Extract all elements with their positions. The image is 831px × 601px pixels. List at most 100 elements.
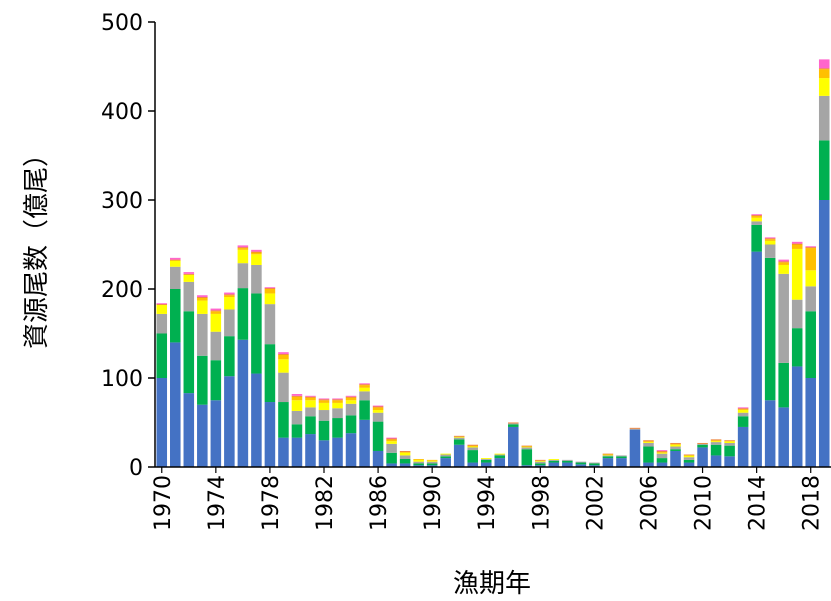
bar-segment	[197, 313, 208, 356]
bar-segment	[670, 450, 681, 467]
bar-segment	[359, 391, 370, 401]
bar-segment	[791, 366, 803, 467]
bar-segment	[467, 450, 478, 463]
bar-segment	[332, 418, 343, 438]
bar-segment	[426, 465, 438, 467]
bar-segment	[656, 450, 668, 451]
bar-segment	[548, 460, 560, 463]
bar-segment	[170, 259, 181, 261]
bar-segment	[791, 328, 803, 367]
bar-segment	[318, 440, 330, 467]
bar-segment	[251, 293, 262, 374]
bar-segment	[643, 462, 654, 467]
bar-segment	[426, 463, 438, 466]
bar-segment	[737, 416, 749, 427]
bar-segment	[264, 304, 276, 345]
bar-segment	[521, 445, 533, 447]
bar-segment	[197, 295, 208, 298]
bar-segment	[237, 339, 249, 467]
bar-segment	[386, 437, 397, 439]
bar-segment	[764, 239, 776, 241]
y-tick-label: 100	[101, 367, 143, 392]
x-tick-label: 2006	[637, 475, 662, 531]
bar-segment	[386, 441, 397, 444]
bar-segment	[183, 281, 195, 312]
bar-segment	[710, 455, 722, 467]
bar-segment	[589, 463, 600, 466]
bar-segment	[818, 68, 830, 70]
bar-segment	[764, 244, 776, 258]
bar-segment	[778, 407, 789, 467]
bar-segment	[237, 245, 249, 248]
bar-segment	[602, 453, 614, 455]
bar-segment	[656, 450, 668, 452]
bar-segment	[724, 445, 735, 457]
bar-segment	[210, 360, 222, 401]
bar-segment	[278, 353, 289, 355]
bar-segment	[359, 385, 370, 388]
bar-segment	[170, 266, 181, 289]
bar-segment	[737, 409, 749, 411]
bar-segment	[399, 450, 411, 452]
bar-segment	[710, 440, 722, 442]
bar-segment	[791, 243, 803, 245]
bar-segment	[805, 247, 816, 249]
bar-segment	[818, 69, 830, 79]
bar-segment	[305, 407, 316, 417]
bar-segment	[291, 395, 303, 397]
bar-segment	[386, 452, 397, 464]
bar-segment	[670, 442, 681, 444]
bar-segment	[318, 399, 330, 401]
bar-segment	[791, 248, 803, 300]
x-tick-label: 2018	[800, 475, 825, 531]
bar-segment	[751, 216, 762, 218]
bar-segment	[778, 273, 789, 363]
bar-segment	[291, 410, 303, 425]
bar-segment	[805, 378, 816, 467]
bar-segment	[535, 465, 546, 467]
bar-segment	[156, 303, 168, 305]
bar-segment	[426, 461, 438, 464]
bar-segment	[818, 140, 830, 200]
bar-segment	[737, 412, 749, 417]
bar-segment	[535, 463, 546, 466]
bar-segment	[372, 421, 384, 451]
bar-segment	[278, 354, 289, 360]
bar-segment	[697, 442, 708, 444]
bar-segment	[548, 462, 560, 467]
bar-segment	[643, 442, 654, 447]
bar-segment	[629, 428, 641, 430]
bar-segment	[210, 400, 222, 467]
bar-segment	[413, 459, 424, 462]
bar-segment	[251, 252, 262, 255]
bar-segment	[467, 462, 478, 467]
bar-segment	[305, 434, 316, 467]
bar-segment	[670, 444, 681, 447]
bar-segment	[224, 309, 235, 337]
y-axis-title: 資源尾数（億尾）	[22, 141, 52, 349]
x-tick-label: 1998	[529, 475, 554, 531]
bar-segment	[818, 95, 830, 141]
bar-segment	[575, 464, 587, 467]
bar-segment	[413, 461, 424, 464]
bar-segment	[778, 264, 789, 274]
bar-segment	[508, 424, 519, 427]
bar-segment	[764, 400, 776, 467]
bar-segment	[210, 331, 222, 361]
bar-segment	[291, 437, 303, 467]
bar-segment	[629, 429, 641, 467]
bar-segment	[426, 460, 438, 462]
bar-segment	[670, 443, 681, 445]
bar-segment	[224, 376, 235, 467]
bar-segment	[264, 293, 276, 305]
x-tick-label: 1990	[421, 475, 446, 531]
y-tick-label: 0	[129, 456, 143, 481]
bar-segment	[359, 400, 370, 420]
bar-segment	[413, 458, 424, 460]
bar-segment	[359, 419, 370, 467]
bar-segment	[467, 444, 478, 446]
bar-segment	[399, 455, 411, 459]
x-axis-ticks: 1970 1974 1978 1982 1986 1990 1994 1998 2002 2006…	[151, 467, 825, 531]
bar-segment	[197, 297, 208, 298]
x-tick-label: 1986	[367, 475, 392, 531]
